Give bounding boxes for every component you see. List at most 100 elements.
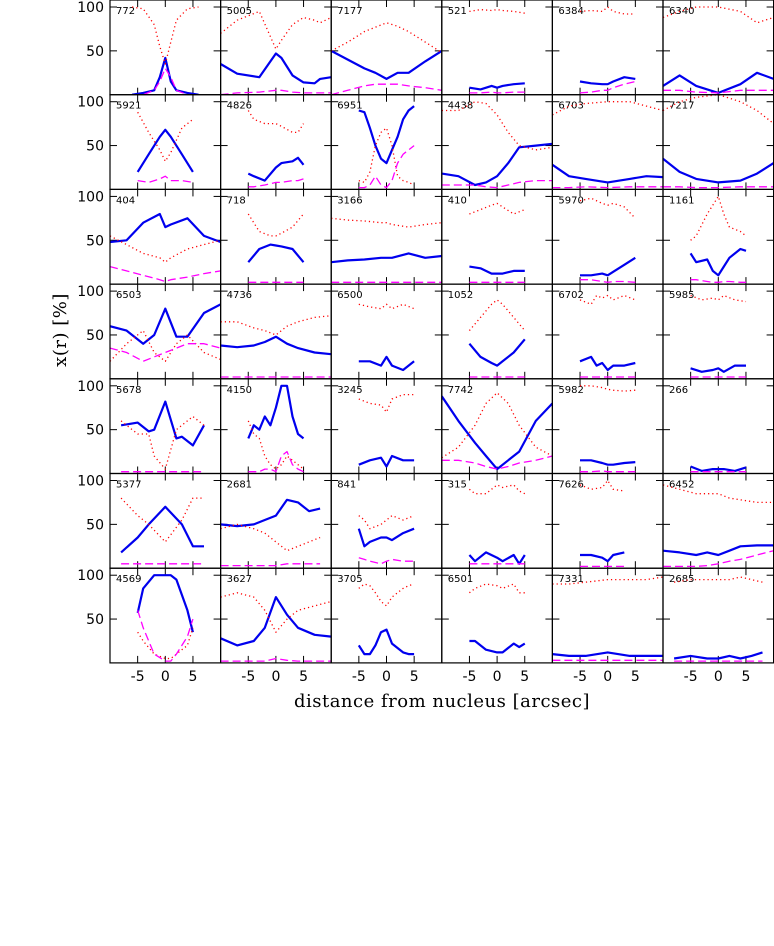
y-tick-label: 100 [77,568,104,584]
y-tick-label: 50 [86,44,104,60]
y-tick-label: 100 [77,95,104,111]
panel: 266 [662,378,774,475]
panel: 521 [441,0,553,96]
series-line [441,179,553,189]
panel-title: 5985 [669,290,694,301]
panel: 4826 [220,94,332,190]
panel-title: 7742 [448,385,473,396]
panel: 1052 [441,283,553,380]
series-line [358,454,415,468]
panel: 4150 [220,378,332,475]
series-line [673,651,763,660]
panel: 50 100 5678 [77,378,222,475]
x-tick-label: -5 [352,669,366,685]
series-line [663,89,774,94]
panel: 4438 [441,94,553,190]
panel-title: 4150 [227,385,252,396]
series-line [110,212,221,244]
series-line [358,105,415,165]
x-tick-label: 5 [410,669,419,685]
series-line [136,574,194,633]
series-line [220,563,321,567]
y-tick-label: 50 [86,517,104,533]
x-tick-label: 0 [603,669,612,685]
series-line [120,497,204,543]
series-line [469,82,525,91]
panel-title: 6501 [448,574,473,585]
series-line [469,91,525,94]
panel-title: 6703 [558,101,583,112]
series-line [247,213,304,237]
y-tick-label: 50 [86,612,104,628]
panel: 5982 [551,378,664,475]
panel: -5 0 5 3705 [330,567,443,685]
series-line [579,80,636,94]
panel-title: 315 [448,480,467,491]
series-line [137,111,194,162]
panel-title: 6702 [558,290,583,301]
series-line [663,550,774,568]
series-line [331,252,442,264]
series-line [580,279,636,283]
y-tick-label: 50 [86,233,104,249]
series-line [220,89,332,95]
series-line [690,364,746,373]
panel-title: 6452 [669,480,694,491]
x-tick-label: 0 [382,669,391,685]
series-line [220,592,332,633]
panel-title: 772 [116,6,135,17]
series-line [552,651,663,657]
panel-title: 5005 [227,6,252,17]
panel-title: 1161 [669,195,694,206]
series-line [331,217,442,228]
y-axis-label: x(r) [%] [50,293,71,367]
panel-title: 841 [337,480,356,491]
x-tick-label: 0 [271,669,280,685]
panel-title: 410 [448,195,467,206]
series-line [663,544,774,557]
panel-title: 6500 [337,290,362,301]
series-line [220,596,332,647]
x-tick-label: 5 [299,669,308,685]
series-line [358,145,415,189]
panel-title: 3245 [337,385,362,396]
panel-title: 7177 [337,6,362,17]
series-line [357,628,415,656]
series-line [580,256,636,277]
panel: 315 [441,472,553,569]
panel-title: 718 [227,195,246,206]
series-line [441,395,553,471]
panel-title: 7217 [669,101,694,112]
series-line [468,551,526,565]
panel-title: 4569 [116,574,141,585]
y-tick-label: 100 [77,379,104,395]
panel-title: 2681 [227,480,252,491]
y-tick-label: 50 [86,423,104,439]
series-line [690,195,747,241]
panel: 7177 [330,0,443,96]
series-line [358,303,415,310]
panel-title: 266 [669,385,688,396]
panel-title: 6384 [558,6,583,17]
series-line [220,315,332,336]
series-line [131,56,199,95]
series-line [469,202,526,215]
panel: 6452 [662,472,774,569]
x-tick-label: -5 [462,669,476,685]
series-line [358,393,415,413]
y-tick-label: 50 [86,328,104,344]
panel: 6951 [330,94,443,190]
panel-title: 5970 [558,195,583,206]
series-line [580,385,636,392]
panel-title: 6951 [337,101,362,112]
panel-title: 404 [116,195,135,206]
panel: 6703 [551,94,664,190]
series-line [663,157,774,184]
series-line [220,335,332,356]
panel: 50 100 772 [77,0,222,96]
panel: 7217 [662,94,774,190]
series-line [120,505,204,554]
x-tick-label: 5 [741,669,750,685]
series-line [580,551,625,563]
